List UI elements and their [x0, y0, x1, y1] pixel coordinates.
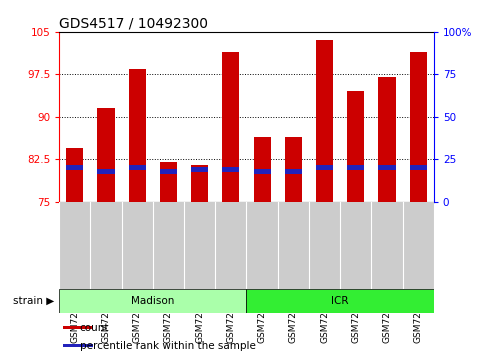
Text: Madison: Madison: [131, 296, 175, 306]
Bar: [222, 167, 240, 172]
Bar: [379, 77, 395, 202]
Bar: [98, 108, 114, 202]
Bar: [129, 69, 146, 202]
Bar: [191, 167, 208, 172]
Bar: [253, 169, 271, 174]
Bar: [316, 165, 333, 170]
Bar: [347, 165, 364, 170]
Bar: [63, 344, 93, 348]
Text: count: count: [80, 322, 109, 332]
Bar: [66, 148, 83, 202]
Bar: [98, 169, 114, 174]
Bar: [285, 169, 302, 174]
Bar: [129, 165, 146, 170]
Bar: [410, 165, 427, 170]
Bar: [246, 289, 434, 313]
Text: ICR: ICR: [331, 296, 349, 306]
Bar: [160, 169, 177, 174]
Bar: [160, 162, 177, 202]
Bar: [347, 91, 364, 202]
Text: GDS4517 / 10492300: GDS4517 / 10492300: [59, 17, 208, 31]
Bar: [66, 165, 83, 170]
Bar: [253, 137, 271, 202]
Bar: [63, 326, 93, 329]
Text: percentile rank within the sample: percentile rank within the sample: [80, 341, 256, 351]
Bar: [410, 52, 427, 202]
Bar: [379, 165, 395, 170]
Bar: [222, 52, 240, 202]
Bar: [59, 289, 246, 313]
Bar: [316, 40, 333, 202]
Bar: [191, 165, 208, 202]
Text: strain ▶: strain ▶: [13, 296, 54, 306]
Bar: [285, 137, 302, 202]
